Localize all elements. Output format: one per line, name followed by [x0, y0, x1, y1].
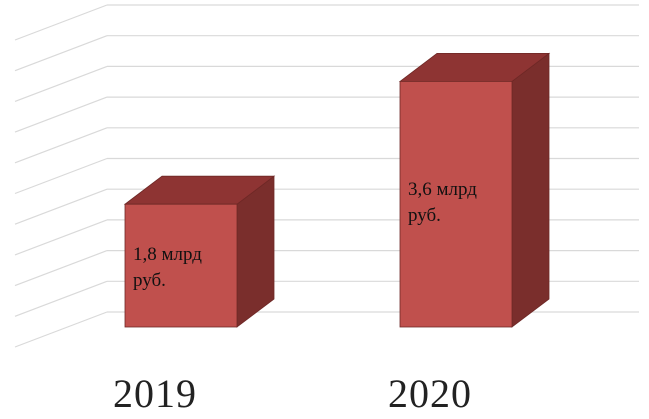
gridline-diagonal — [14, 157, 108, 195]
bar-2020 — [399, 81, 513, 328]
gridline-diagonal — [14, 65, 108, 102]
x-tick-label-2020: 2020 — [388, 371, 472, 416]
bar-2019 — [124, 203, 238, 328]
gridline-diagonal — [14, 127, 108, 164]
gridline-diagonal — [14, 4, 108, 41]
data-label-2019: 1,8 млрд руб. — [133, 244, 202, 292]
gridline-diagonal — [14, 188, 108, 225]
bar-side-2020 — [511, 52, 550, 328]
data-label-2020: 3,6 млрд руб. — [408, 179, 477, 227]
gridline-diagonal — [14, 96, 108, 133]
gridline-diagonal — [14, 250, 108, 287]
x-tick-label-2019: 2019 — [113, 371, 197, 416]
gridline-diagonal — [14, 280, 108, 317]
gridline-diagonal — [14, 219, 108, 256]
gridline-diagonal — [14, 311, 108, 348]
gridline-diagonal — [14, 35, 108, 72]
